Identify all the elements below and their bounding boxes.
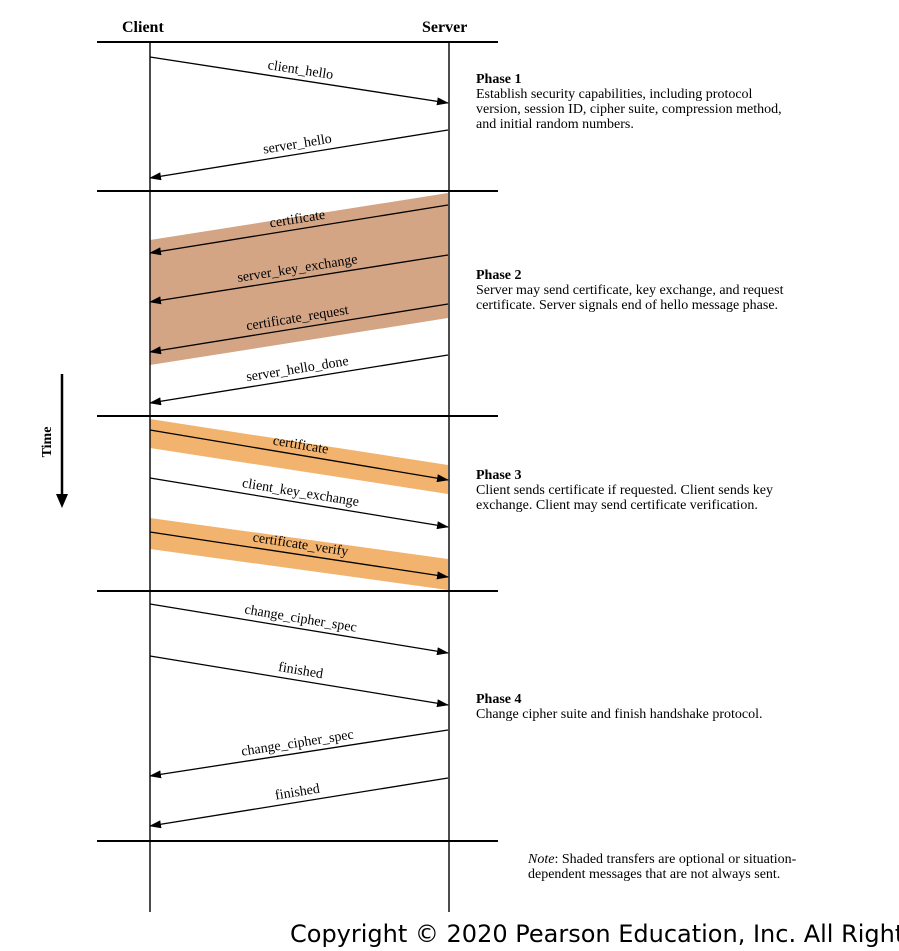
message-server-hello-done-5: server_hello_done bbox=[149, 354, 449, 406]
phase-3-text: Client sends certificate if requested. C… bbox=[476, 483, 774, 513]
phase3-shade-band-1 bbox=[150, 419, 448, 494]
phase-1-text: Establish security capabilities, includi… bbox=[476, 87, 782, 132]
note-text: : Shaded transfers are optional or situa… bbox=[528, 852, 797, 882]
copyright-footer: Copyright © 2020 Pearson Education, Inc.… bbox=[290, 920, 899, 948]
message-label: server_hello_done bbox=[245, 354, 349, 385]
message-label: client_hello bbox=[267, 58, 335, 83]
message-arrow bbox=[149, 303, 449, 355]
message-arrow bbox=[149, 777, 449, 829]
phase-2-title: Phase 2 bbox=[476, 268, 522, 283]
message-certificate-6: certificate bbox=[149, 429, 449, 483]
message-arrow bbox=[149, 477, 449, 530]
message-label: client_key_exchange bbox=[241, 476, 360, 510]
message-arrow bbox=[149, 129, 449, 181]
phase-2-description: Phase 2 Server may send certificate, key… bbox=[476, 268, 786, 313]
message-label: change_cipher_spec bbox=[240, 728, 354, 760]
client-header: Client bbox=[122, 19, 164, 36]
phase-3-title: Phase 3 bbox=[476, 468, 522, 483]
phase-1-description: Phase 1 Establish security capabilities,… bbox=[476, 72, 786, 132]
message-arrow bbox=[149, 729, 449, 779]
message-arrow bbox=[149, 655, 449, 708]
message-change-cipher-spec-11: change_cipher_spec bbox=[149, 728, 449, 779]
phase-4-title: Phase 4 bbox=[476, 692, 522, 707]
shading-note: Note: Shaded transfers are optional or s… bbox=[528, 852, 798, 882]
message-arrow bbox=[149, 531, 449, 580]
message-client-hello-0: client_hello bbox=[149, 56, 449, 106]
message-arrow bbox=[149, 429, 449, 483]
message-label: finished bbox=[277, 660, 324, 682]
server-header: Server bbox=[422, 19, 467, 36]
message-change-cipher-spec-9: change_cipher_spec bbox=[149, 603, 449, 656]
phase-2-text: Server may send certificate, key exchang… bbox=[476, 283, 784, 313]
phase-3-description: Phase 3 Client sends certificate if requ… bbox=[476, 468, 786, 513]
time-arrowhead bbox=[56, 494, 68, 508]
message-finished-10: finished bbox=[149, 655, 449, 708]
message-finished-12: finished bbox=[149, 777, 449, 829]
phase-4-text: Change cipher suite and finish handshake… bbox=[476, 707, 763, 722]
time-label: Time bbox=[40, 427, 55, 458]
phase-4-description: Phase 4 Change cipher suite and finish h… bbox=[476, 692, 786, 722]
message-arrow bbox=[149, 56, 449, 106]
message-label: finished bbox=[274, 782, 321, 804]
note-label: Note bbox=[528, 852, 555, 867]
message-arrow bbox=[149, 204, 449, 256]
message-server-hello-1: server_hello bbox=[149, 129, 449, 181]
message-arrow bbox=[149, 354, 449, 406]
message-arrow bbox=[149, 254, 449, 305]
phase-1-title: Phase 1 bbox=[476, 72, 522, 87]
message-label: change_cipher_spec bbox=[243, 603, 357, 636]
message-arrow bbox=[149, 603, 449, 656]
